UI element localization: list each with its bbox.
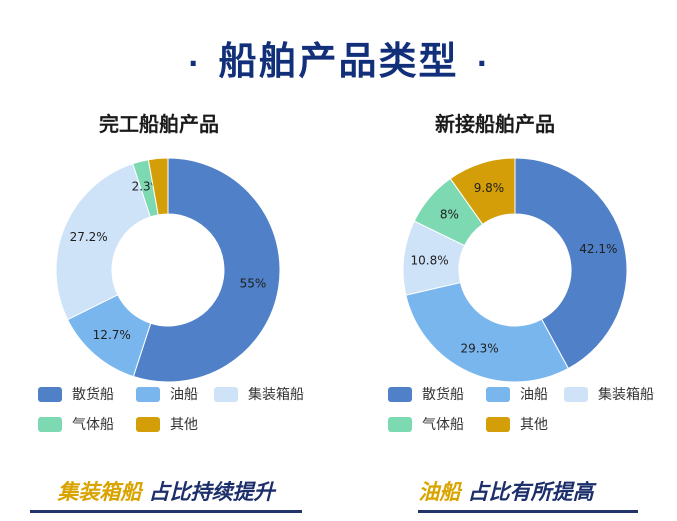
conclusion-highlight: 油船 [418, 480, 461, 504]
data-label-tanker: 29.3% [461, 341, 499, 355]
title-bullet-right: · [476, 47, 490, 80]
data-label-tanker: 12.7% [93, 328, 131, 342]
legend-item-gas: 气体船 [38, 414, 114, 434]
legend-item-gas: 气体船 [388, 414, 464, 434]
legend-swatch [388, 416, 412, 432]
slice-bulk [514, 157, 628, 370]
legend-label: 散货船 [72, 387, 114, 403]
slice-tanker [405, 281, 570, 383]
legend-label: 气体船 [422, 417, 464, 433]
legend-swatch [136, 416, 160, 432]
legend-label: 集装箱船 [248, 387, 304, 403]
page-title: · 船舶产品类型 · [0, 30, 677, 85]
legend-label: 油船 [520, 387, 548, 403]
legend-swatch [38, 386, 62, 402]
slice-other [449, 157, 516, 225]
chart-title: 完工船舶产品 [99, 112, 219, 136]
legend-item-bulk: 散货船 [388, 384, 464, 404]
slice-other [147, 157, 169, 216]
legend-label: 油船 [170, 387, 198, 403]
legend-label: 气体船 [72, 417, 114, 433]
data-label-gas: 8% [440, 207, 459, 221]
legend-item-container: 集装箱船 [214, 384, 304, 404]
legend-swatch [486, 386, 510, 402]
legend-swatch [486, 416, 510, 432]
legend-swatch [214, 386, 238, 402]
legend-swatch [388, 386, 412, 402]
title-bullet-left: · [187, 47, 201, 80]
legend-item-tanker: 油船 [136, 384, 198, 404]
legend-item-other: 其他 [136, 414, 198, 434]
slice-bulk [132, 157, 281, 383]
legend-item-bulk: 散货船 [38, 384, 114, 404]
legend-item-other: 其他 [486, 414, 548, 434]
data-label-bulk: 42.1% [579, 242, 617, 256]
data-label-other: 9.8% [474, 181, 505, 195]
legend-label: 其他 [170, 417, 198, 433]
conclusion-text: 油船 占比有所提高 [337, 476, 675, 506]
new-orders-panel: 新接船舶产品 42.1% 29.3% 10.8% 8% 9.8% 散货船 油船 集装箱船 气体… [340, 100, 677, 520]
data-label-container: 10.8% [410, 253, 448, 267]
conclusion-rest: 占比持续提升 [141, 480, 275, 504]
legend-item-tanker: 油船 [486, 384, 548, 404]
conclusion-underline [418, 510, 638, 513]
completed-ships-panel: 完工船舶产品 55% 12.7% 27.2% 2.3% 散货船 油船 集装箱船 气体船 其他 … [0, 100, 338, 520]
page-title-text: 船舶产品类型 [218, 39, 459, 83]
conclusion-rest: 占比有所提高 [460, 480, 594, 504]
slice-container [55, 163, 151, 321]
donut-chart-completed: 55%12.7%27.2%2.3% [55, 157, 281, 383]
conclusion-underline [30, 510, 302, 513]
conclusion-text: 集装箱船 占比持续提升 [0, 476, 335, 506]
legend-swatch [136, 386, 160, 402]
legend-item-container: 集装箱船 [564, 384, 654, 404]
legend-label: 集装箱船 [598, 387, 654, 403]
legend-swatch [564, 386, 588, 402]
data-label-bulk: 55% [240, 276, 267, 290]
conclusion-highlight: 集装箱船 [57, 480, 142, 504]
legend-label: 散货船 [422, 387, 464, 403]
donut-chart-new-orders: 42.1% 29.3% 10.8% 8% 9.8% [402, 157, 628, 383]
data-label-container: 27.2% [70, 230, 108, 244]
legend-label: 其他 [520, 417, 548, 433]
chart-title: 新接船舶产品 [435, 112, 555, 136]
legend-swatch [38, 416, 62, 432]
